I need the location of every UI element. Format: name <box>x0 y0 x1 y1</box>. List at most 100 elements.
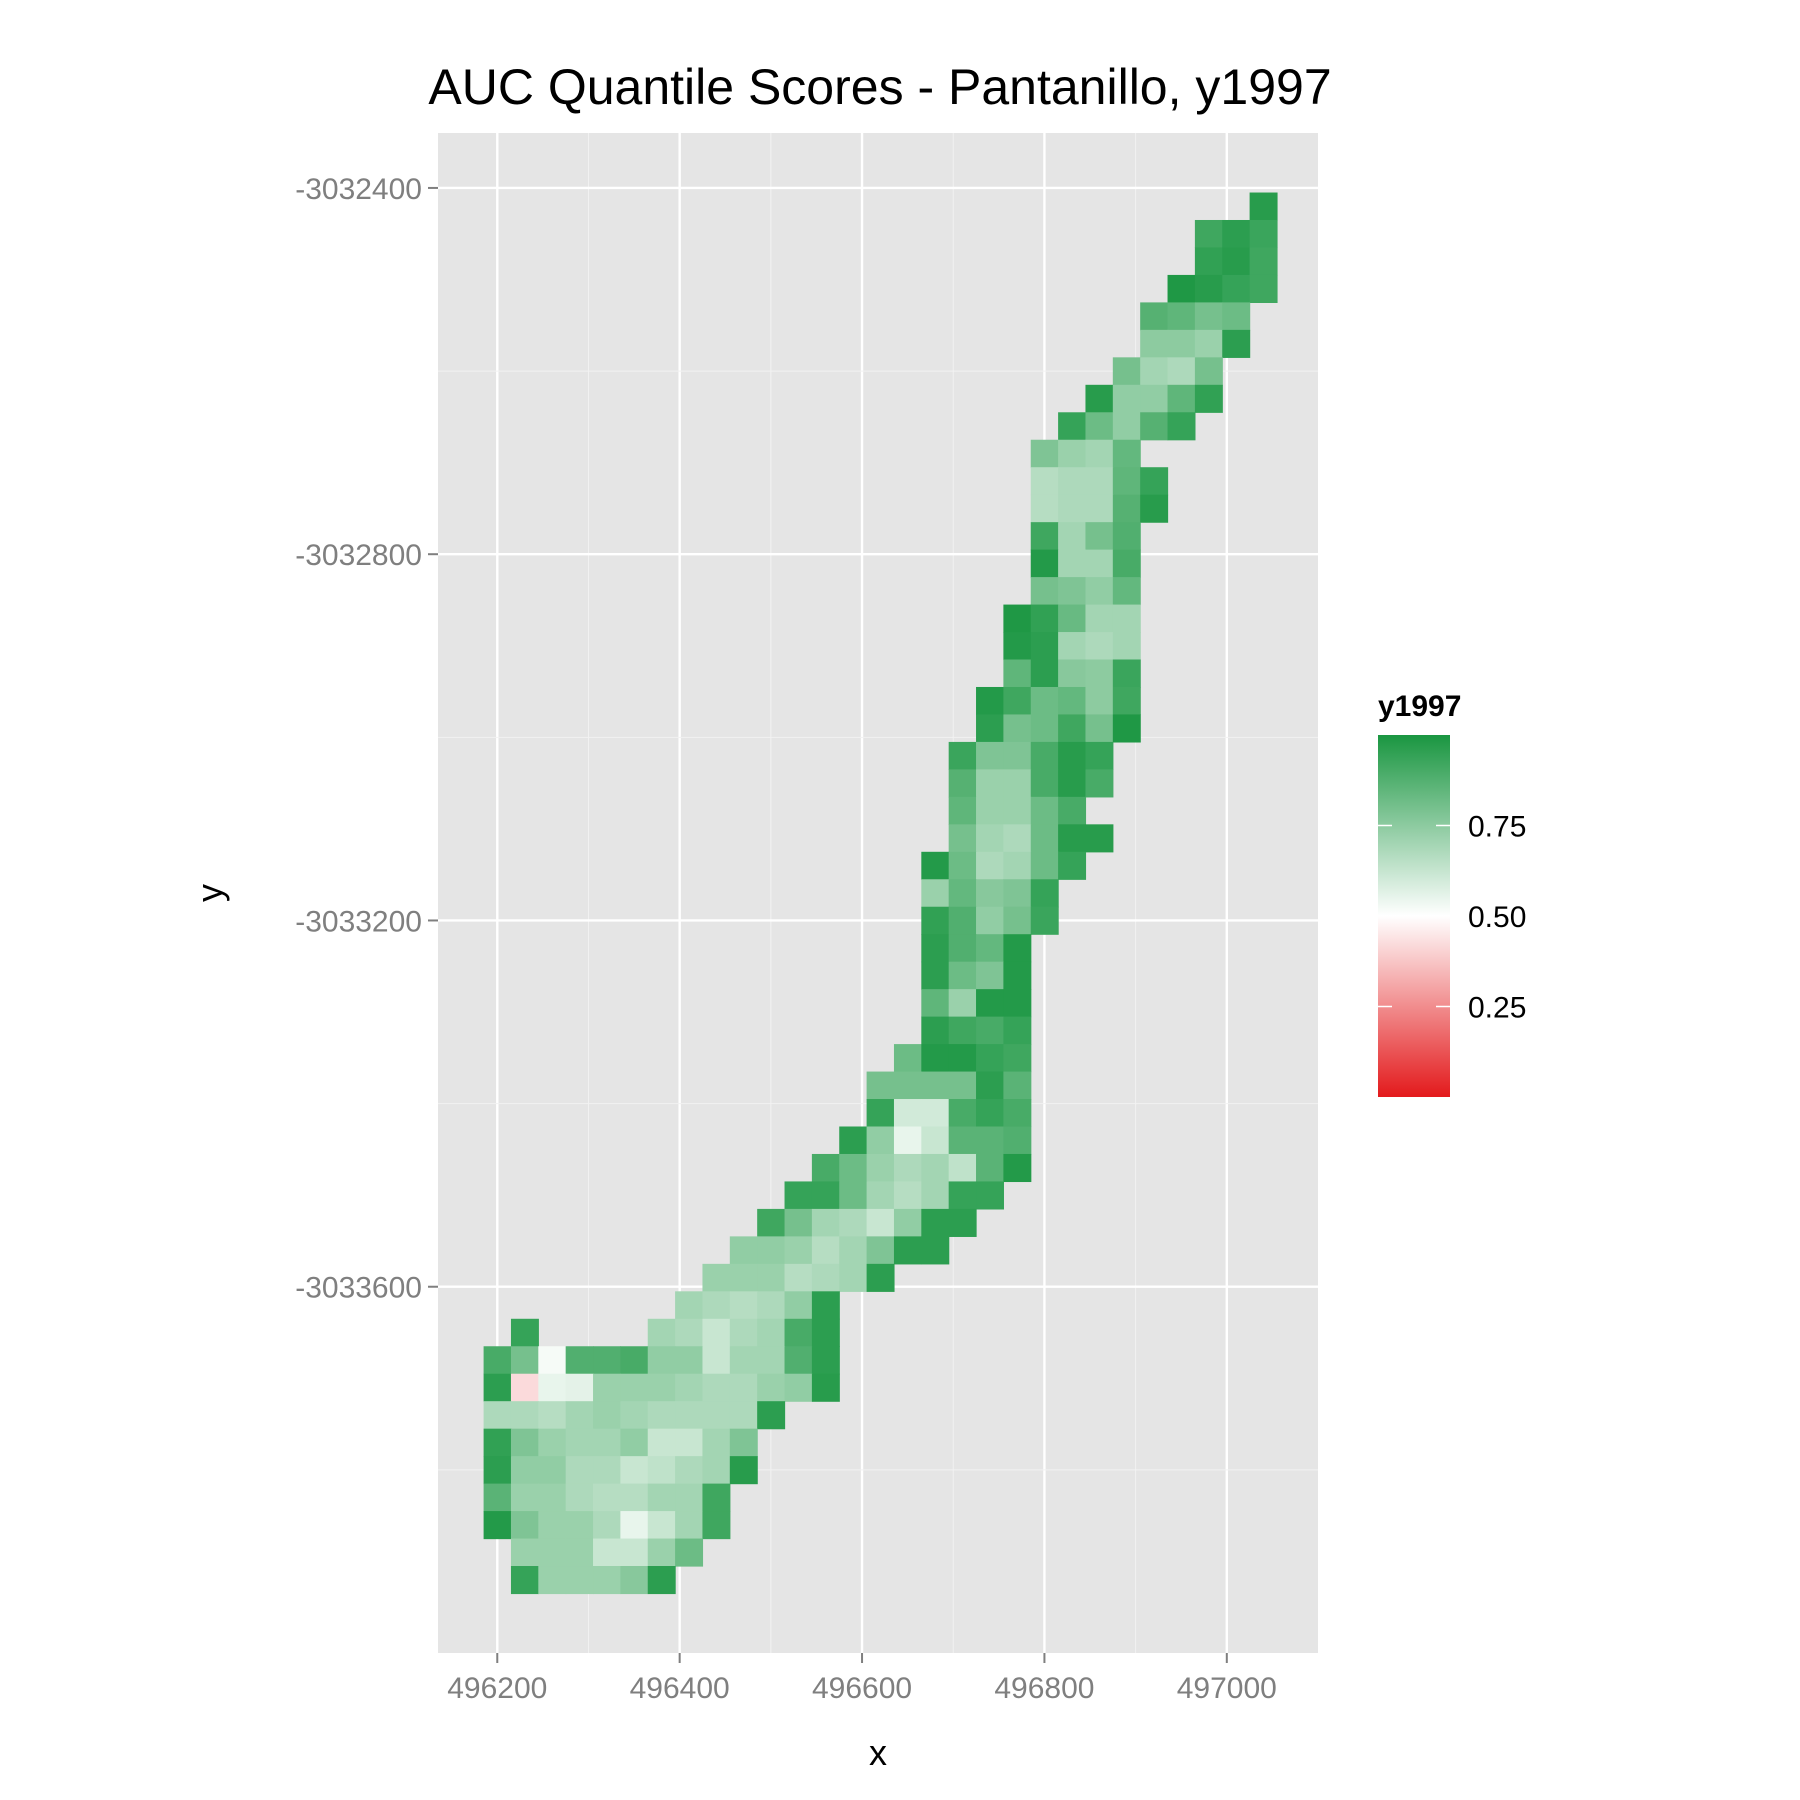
heatmap-cell <box>948 1099 977 1128</box>
heatmap-cell <box>675 1428 704 1457</box>
heatmap-cell <box>565 1346 594 1375</box>
heatmap-cell <box>1085 522 1114 551</box>
heatmap-cell <box>948 1044 977 1073</box>
heatmap-cell <box>921 989 950 1018</box>
heatmap-cell <box>1058 549 1087 578</box>
heatmap-cell <box>976 769 1004 798</box>
heatmap-cell <box>675 1318 704 1347</box>
heatmap-cell <box>593 1511 621 1540</box>
heatmap-cell <box>811 1236 840 1265</box>
heatmap-cell <box>839 1181 868 1210</box>
heatmap-cell <box>483 1456 512 1485</box>
heatmap-cell <box>1030 686 1059 716</box>
heatmap-cell <box>565 1538 594 1567</box>
heatmap-cell <box>1030 577 1059 606</box>
heatmap-cell <box>1085 604 1114 633</box>
x-tick-label: 497000 <box>1177 1672 1277 1705</box>
heatmap-cell <box>948 1016 977 1045</box>
heatmap-cell <box>839 1126 868 1155</box>
heatmap-cell <box>729 1263 758 1292</box>
heatmap-cell <box>702 1373 731 1402</box>
heatmap-cell <box>757 1346 786 1375</box>
heatmap-cell <box>948 741 977 770</box>
heatmap-cell <box>976 1099 1004 1128</box>
heatmap-cell <box>784 1291 813 1320</box>
heatmap-cell <box>1194 329 1223 358</box>
heatmap-cell <box>565 1373 594 1402</box>
heatmap-cell <box>893 1044 922 1073</box>
heatmap-cell <box>757 1318 786 1347</box>
heatmap-cell <box>702 1511 731 1540</box>
heatmap-cell <box>1058 494 1087 523</box>
heatmap-cell <box>1058 714 1087 743</box>
heatmap-cell <box>1030 467 1059 496</box>
heatmap-cell <box>1003 851 1032 880</box>
heatmap-cell <box>1030 906 1059 935</box>
heatmap-cell <box>1085 549 1114 578</box>
heatmap-cell <box>1003 824 1032 853</box>
heatmap-cell <box>921 1153 950 1183</box>
heatmap-cell <box>1030 879 1059 908</box>
heatmap-cell <box>1194 302 1223 331</box>
heatmap-cell <box>948 769 977 798</box>
heatmap-cell <box>921 851 950 880</box>
heatmap-cell <box>729 1291 758 1320</box>
heatmap-cell <box>593 1483 621 1512</box>
heatmap-cell <box>1112 577 1141 606</box>
heatmap-cell <box>1167 412 1196 441</box>
heatmap-cell <box>483 1511 512 1540</box>
heatmap-cell <box>1112 714 1141 743</box>
heatmap-cell <box>1085 659 1114 688</box>
heatmap-cell <box>1030 522 1059 551</box>
heatmap-cell <box>976 906 1004 935</box>
heatmap-cell <box>1058 659 1087 688</box>
heatmap-cell <box>893 1181 922 1210</box>
heatmap-cell <box>1167 302 1196 331</box>
heatmap-cell <box>976 989 1004 1018</box>
heatmap-cell <box>948 934 977 963</box>
heatmap-cell <box>839 1236 868 1265</box>
heatmap-cell <box>1003 1153 1032 1183</box>
heatmap-cell <box>757 1373 786 1402</box>
heatmap-cell <box>675 1483 704 1512</box>
heatmap-cell <box>784 1236 813 1265</box>
heatmap-cell <box>757 1401 786 1430</box>
heatmap-cell <box>948 906 977 935</box>
heatmap-cell <box>1003 686 1032 716</box>
heatmap-cell <box>729 1456 758 1485</box>
heatmap-cell <box>1249 247 1278 276</box>
heatmap-cell <box>1222 329 1251 358</box>
heatmap-cell <box>1003 989 1032 1018</box>
legend-label: 0.75 <box>1468 811 1526 844</box>
heatmap-cell <box>675 1401 704 1430</box>
legend-label: 0.50 <box>1468 901 1526 934</box>
heatmap-cell <box>976 1016 1004 1045</box>
heatmap-cell <box>921 879 950 908</box>
heatmap-cell <box>1003 714 1032 743</box>
heatmap-cell <box>1112 632 1141 661</box>
heatmap-cell <box>1030 741 1059 770</box>
heatmap-cell <box>976 824 1004 853</box>
heatmap-cell <box>1222 302 1251 331</box>
heatmap-cell <box>565 1401 594 1430</box>
heatmap-cell <box>647 1538 676 1567</box>
heatmap-cell <box>1058 439 1087 468</box>
heatmap-cell <box>1194 274 1223 303</box>
heatmap-cell <box>1085 686 1114 716</box>
heatmap-cell <box>1085 824 1114 853</box>
heatmap-cell <box>538 1511 567 1540</box>
heatmap-cell <box>784 1181 813 1210</box>
heatmap-cell <box>866 1071 895 1100</box>
heatmap-cell <box>1085 494 1114 523</box>
heatmap-cell <box>976 879 1004 908</box>
heatmap-cell <box>893 1071 922 1100</box>
heatmap-cell <box>675 1511 704 1540</box>
heatmap-cell <box>976 851 1004 880</box>
heatmap-cell <box>893 1236 922 1265</box>
heatmap-cell <box>1003 1071 1032 1100</box>
heatmap-cell <box>811 1318 840 1347</box>
y-tick-label: -3033200 <box>295 905 422 938</box>
heatmap-cell <box>839 1153 868 1183</box>
heatmap-cell <box>702 1401 731 1430</box>
